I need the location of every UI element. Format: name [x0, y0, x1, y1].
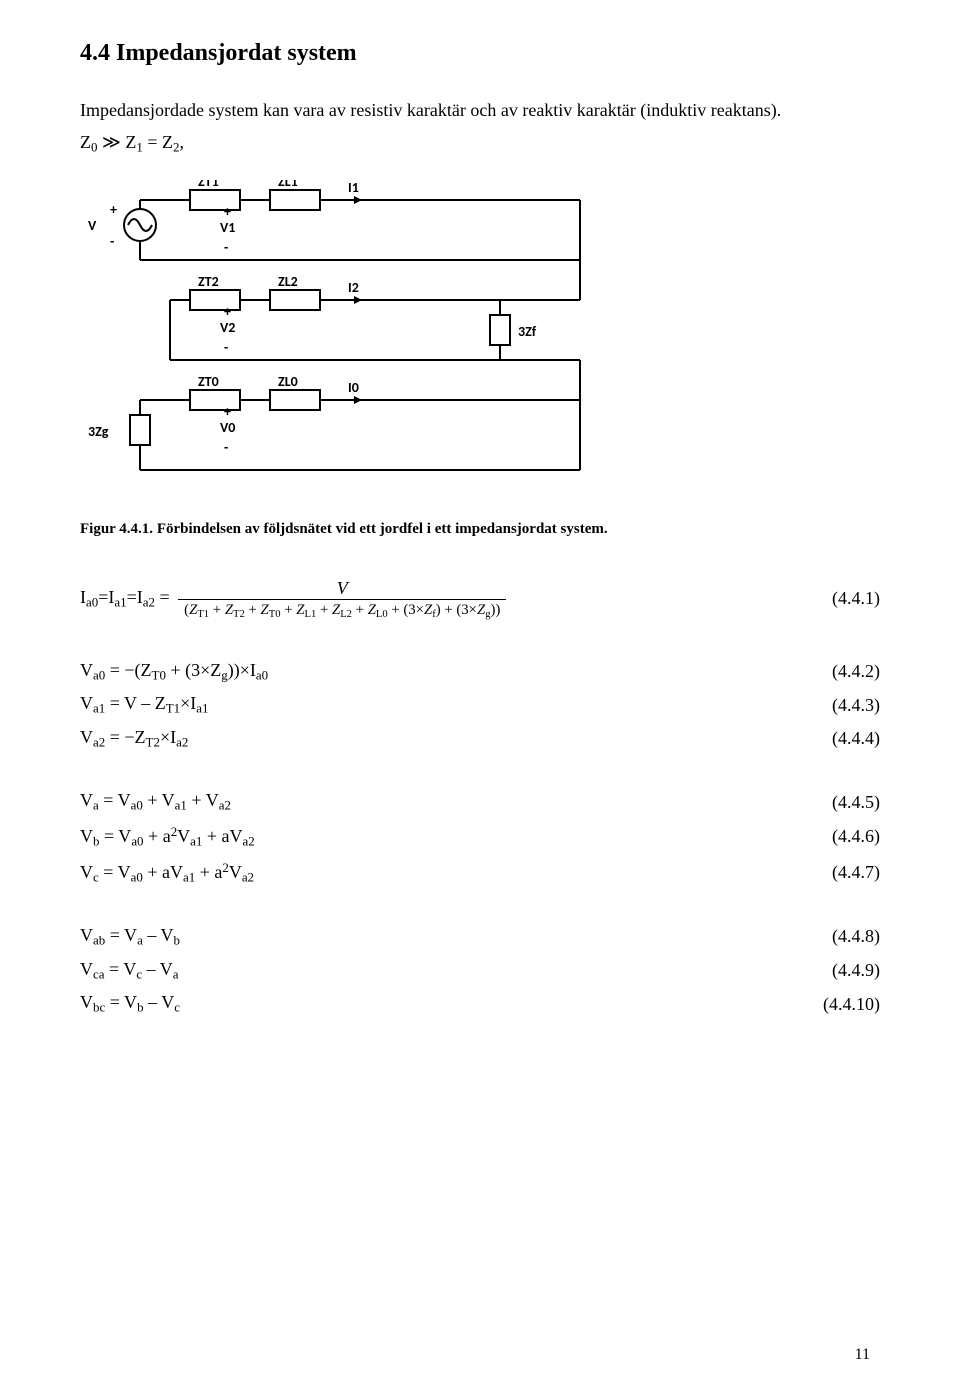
i1-label: I1: [348, 180, 359, 196]
page: 4.4 Impedansjordat system Impedansjordad…: [0, 0, 960, 1388]
page-number: 11: [855, 1346, 870, 1364]
zt2-label: ZT2: [198, 273, 219, 290]
figure-caption: Figur 4.4.1. Förbindelsen av följdsnätet…: [80, 521, 880, 538]
zl0-label: ZL0: [278, 373, 298, 390]
eq-number: (4.4.2): [800, 661, 880, 682]
equation-block-1: Ia0=Ia1=Ia2 = V (ZT1 + ZT2 + ZT0 + ZL1 +…: [80, 578, 880, 620]
equation-4-4-5: Va = Va0 + Va1 + Va2 (4.4.5): [80, 790, 880, 814]
minus-v1: -: [224, 239, 228, 256]
equation-4-4-6: Vb = Va0 + a2Va1 + aVa2 (4.4.6): [80, 824, 880, 849]
zl2-label: ZL2: [278, 273, 298, 290]
figure-caption-label: Figur 4.4.1.: [80, 521, 153, 537]
inequality-line: Z0 ≫ Z1 = Z2,: [80, 132, 880, 156]
eq-number: (4.4.9): [800, 960, 880, 981]
section-number: 4.4: [80, 40, 110, 66]
v-label: V: [88, 217, 97, 234]
zt1-label: ZT1: [198, 180, 219, 190]
i2-label: I2: [348, 279, 359, 296]
circuit-svg: + - V ZT1 ZL1 I1 V1 +: [80, 180, 640, 510]
zl1-label: ZL1: [278, 180, 298, 190]
svg-text:+: +: [224, 403, 231, 420]
eq-number: (4.4.4): [800, 728, 880, 749]
equation-4-4-9: Vca = Vc – Va (4.4.9): [80, 959, 880, 983]
eq-number: (4.4.6): [800, 826, 880, 847]
svg-text:-: -: [224, 339, 228, 356]
svg-text:-: -: [224, 439, 228, 456]
section-heading: 4.4 Impedansjordat system: [80, 40, 880, 67]
equation-block-3: Va = Va0 + Va1 + Va2 (4.4.5) Vb = Va0 + …: [80, 790, 880, 885]
plus-label: +: [110, 201, 117, 218]
eq-number: (4.4.5): [800, 792, 880, 813]
zf-label: 3Zf: [518, 323, 537, 340]
eq-number: (4.4.7): [800, 862, 880, 883]
circuit-figure: + - V ZT1 ZL1 I1 V1 +: [80, 180, 880, 515]
svg-text:+: +: [224, 303, 231, 320]
zt0-label: ZT0: [198, 373, 219, 390]
plus-v1: +: [224, 203, 231, 220]
equation-4-4-7: Vc = Va0 + aVa1 + a2Va2 (4.4.7): [80, 860, 880, 885]
equation-block-2: Va0 = −(ZT0 + (3×Zg))×Ia0 (4.4.2) Va1 = …: [80, 660, 880, 751]
equation-4-4-4: Va2 = −ZT2×Ia2 (4.4.4): [80, 727, 880, 751]
v1-label: V1: [220, 219, 235, 236]
equation-4-4-8: Vab = Va – Vb (4.4.8): [80, 925, 880, 949]
eq-number: (4.4.10): [800, 994, 880, 1015]
eq-number: (4.4.3): [800, 695, 880, 716]
intro-paragraph: Impedansjordade system kan vara av resis…: [80, 97, 880, 124]
v0-label: V0: [220, 419, 235, 436]
i0-label: I0: [348, 379, 359, 396]
figure-caption-text: Förbindelsen av följdsnätet vid ett jord…: [157, 521, 608, 537]
minus-label: -: [110, 233, 114, 250]
equation-4-4-2: Va0 = −(ZT0 + (3×Zg))×Ia0 (4.4.2): [80, 660, 880, 684]
eq-number: (4.4.8): [800, 926, 880, 947]
equation-4-4-1: Ia0=Ia1=Ia2 = V (ZT1 + ZT2 + ZT0 + ZL1 +…: [80, 578, 880, 620]
zg-label: 3Zg: [88, 423, 109, 440]
equation-4-4-10: Vbc = Vb – Vc (4.4.10): [80, 992, 880, 1016]
section-title-text: Impedansjordat system: [116, 40, 357, 66]
equation-block-4: Vab = Va – Vb (4.4.8) Vca = Vc – Va (4.4…: [80, 925, 880, 1016]
eq-number: (4.4.1): [800, 588, 880, 609]
equation-4-4-3: Va1 = V – ZT1×Ia1 (4.4.3): [80, 693, 880, 717]
v2-label: V2: [220, 319, 235, 336]
